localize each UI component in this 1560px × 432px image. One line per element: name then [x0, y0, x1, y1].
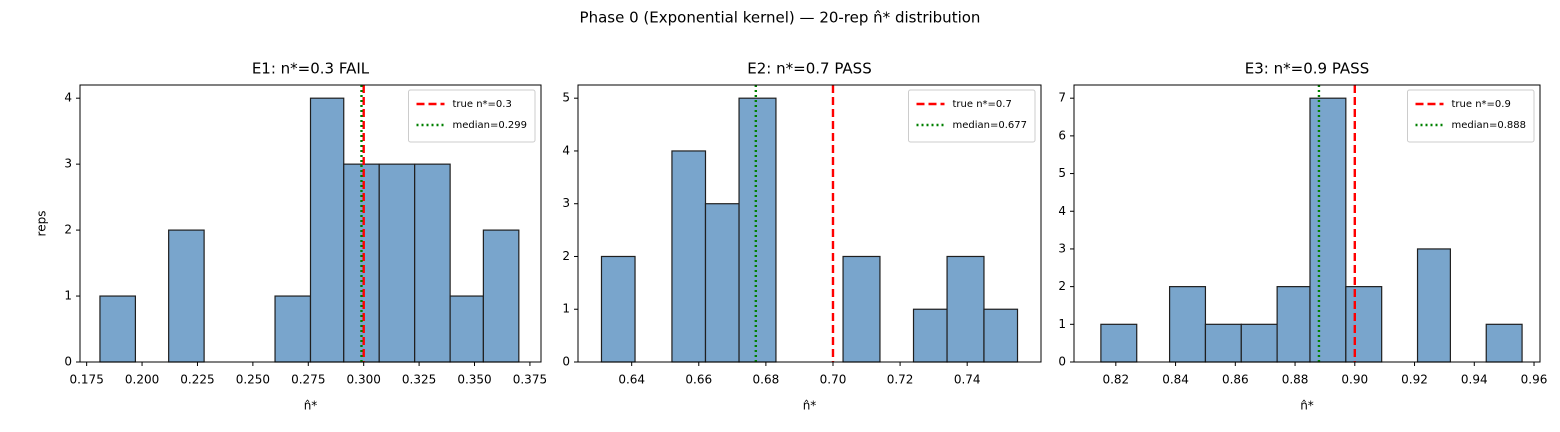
y-tick-label: 2 — [562, 249, 570, 263]
bar — [842, 255, 881, 363]
x-tick-label: 0.250 — [236, 373, 270, 387]
bar — [1168, 286, 1207, 363]
bar — [1276, 286, 1311, 363]
y-tick-label: 4 — [64, 91, 72, 105]
axes-title: E2: n*=0.7 PASS — [747, 60, 871, 78]
legend-box — [408, 89, 536, 143]
x-tick-label: 0.275 — [291, 373, 325, 387]
legend-label: median=0.299 — [453, 120, 528, 131]
bar — [671, 150, 707, 363]
legend: true n*=0.9 median=0.888 — [1407, 89, 1535, 143]
y-tick-label: 5 — [1058, 166, 1066, 180]
x-tick-label: 0.94 — [1461, 373, 1488, 387]
x-tick-label: 0.96 — [1521, 373, 1548, 387]
legend-label: median=0.888 — [1452, 120, 1527, 131]
y-tick-label: 1 — [64, 289, 72, 303]
bar — [1345, 286, 1383, 363]
x-tick-label: 0.72 — [887, 373, 914, 387]
bar — [600, 255, 636, 363]
y-tick-label: 1 — [562, 302, 570, 316]
bar — [1485, 323, 1523, 363]
y-tick-label: 0 — [562, 355, 570, 369]
legend-box — [1407, 89, 1535, 143]
bar — [1240, 323, 1278, 363]
bar — [983, 308, 1019, 363]
x-tick-label: 0.325 — [402, 373, 436, 387]
bar — [343, 163, 380, 363]
y-tick-label: 1 — [1058, 317, 1066, 331]
y-tick-label: 6 — [1058, 128, 1066, 142]
bar — [482, 229, 520, 363]
legend-label: true n*=0.3 — [453, 99, 512, 110]
legend: true n*=0.7 median=0.677 — [908, 89, 1036, 143]
y-tick-label: 2 — [64, 223, 72, 237]
x-tick-label: 0.200 — [125, 373, 159, 387]
bar — [1204, 323, 1242, 363]
x-tick-label: 0.90 — [1341, 373, 1368, 387]
legend: true n*=0.3 median=0.299 — [408, 89, 536, 143]
y-tick-label: 3 — [562, 196, 570, 210]
bar — [274, 295, 312, 363]
bar — [1309, 97, 1347, 363]
x-tick-label: 0.92 — [1401, 373, 1428, 387]
bar — [912, 308, 948, 363]
x-tick-label: 0.70 — [820, 373, 847, 387]
axes-frame — [79, 84, 542, 363]
x-tick-label: 0.86 — [1222, 373, 1249, 387]
y-tick-label: 0 — [64, 355, 72, 369]
bar — [309, 97, 345, 363]
x-tick-label: 0.88 — [1282, 373, 1309, 387]
x-tick-label: 0.300 — [347, 373, 381, 387]
y-tick-label: 3 — [64, 157, 72, 171]
x-tick-label: 0.66 — [685, 373, 712, 387]
x-tick-label: 0.375 — [513, 373, 547, 387]
y-tick-label: 4 — [562, 143, 570, 157]
bar — [168, 229, 205, 363]
y-tick-label: 3 — [1058, 241, 1066, 255]
legend-label: true n*=0.7 — [953, 99, 1012, 110]
y-tick-label: 5 — [562, 91, 570, 105]
x-axis-label: n̂* — [1300, 399, 1314, 413]
y-tick-label: 7 — [1058, 91, 1066, 105]
x-tick-label: 0.350 — [457, 373, 491, 387]
y-axis-label: reps — [35, 211, 49, 237]
x-axis-label: n̂* — [803, 399, 817, 413]
x-tick-label: 0.84 — [1162, 373, 1189, 387]
legend-label: true n*=0.9 — [1452, 99, 1511, 110]
y-tick-label: 2 — [1058, 279, 1066, 293]
x-tick-label: 0.68 — [753, 373, 780, 387]
legend-box — [908, 89, 1036, 143]
axes-frame — [577, 84, 1042, 363]
y-tick-label: 0 — [1058, 355, 1066, 369]
bar — [99, 295, 137, 363]
y-tick-label: 4 — [1058, 204, 1066, 218]
axes-title: E3: n*=0.9 PASS — [1245, 60, 1369, 78]
bar — [1416, 248, 1451, 363]
bar — [738, 97, 777, 363]
legend-label: median=0.677 — [953, 120, 1028, 131]
x-tick-label: 0.225 — [180, 373, 214, 387]
x-tick-label: 0.82 — [1102, 373, 1129, 387]
bar — [378, 163, 416, 363]
bar — [449, 295, 484, 363]
x-tick-label: 0.74 — [954, 373, 981, 387]
bar — [704, 203, 740, 363]
bar — [1100, 323, 1138, 363]
x-tick-label: 0.64 — [618, 373, 645, 387]
axes-title: E1: n*=0.3 FAIL — [252, 60, 370, 78]
bar — [414, 163, 451, 363]
figure-title: Phase 0 (Exponential kernel) — 20-rep n̂… — [580, 9, 981, 27]
x-axis-label: n̂* — [304, 399, 318, 413]
x-tick-label: 0.175 — [69, 373, 103, 387]
axes-frame — [1073, 84, 1541, 363]
bar — [946, 255, 985, 363]
